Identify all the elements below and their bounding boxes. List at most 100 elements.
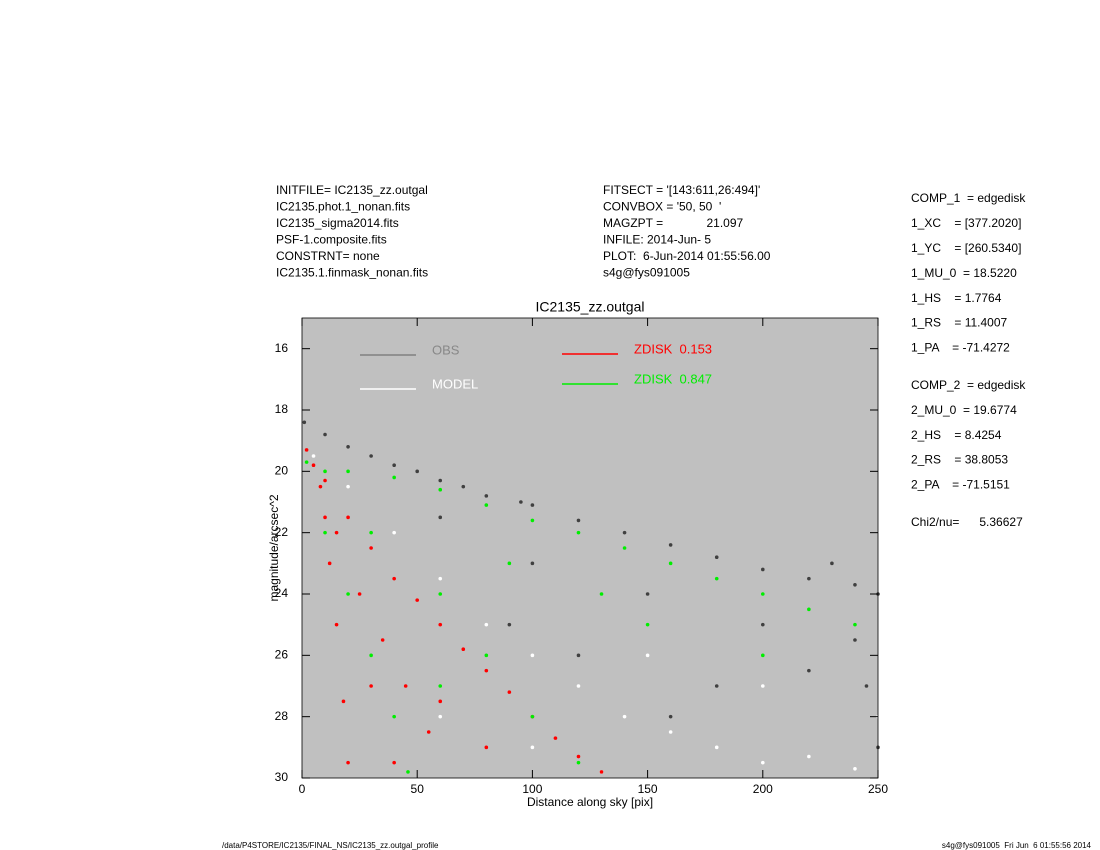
data-point [507,561,512,566]
data-point [714,684,719,688]
plot-frame [301,317,879,779]
y-axis-label: magnitude/arcsec^2 [267,494,281,601]
data-point [311,454,316,458]
fit-parameter: 2_HS = 8.4254 [911,428,1002,442]
data-point [622,714,627,719]
fit-parameter: 1_XC = [377.2020] [911,216,1021,230]
data-point [761,622,765,627]
data-point [392,714,396,719]
data-point [576,530,581,535]
data-point [392,760,396,765]
data-point [369,653,373,658]
data-point [530,714,535,719]
data-point [438,714,443,719]
data-point [761,760,765,765]
data-point [484,668,489,673]
header-left-line: IC2135.1.finmask_nonan.fits [276,266,428,280]
y-tick-label: 26 [275,648,289,662]
footer-stamp: s4g@fys091005 Fri Jun 6 01:55:56 2014 [942,841,1092,850]
data-point [334,530,339,535]
data-point [714,576,719,581]
data-point [438,478,443,483]
data-point [438,622,443,627]
data-point [327,561,332,566]
data-point [576,754,581,759]
data-point [438,487,443,492]
fit-parameter: 1_PA = -71.4272 [911,341,1010,355]
data-point [341,699,346,704]
y-tick-label: 16 [275,341,289,355]
data-point [576,760,581,765]
header-left-line: IC2135_sigma2014.fits [276,216,399,230]
data-point [576,653,581,658]
fit-parameter: 2_PA = -71.5151 [911,478,1010,492]
fit-parameter: Chi2/nu= 5.36627 [911,515,1023,529]
data-point [369,530,373,535]
legend-label: OBS [432,342,460,357]
data-point [668,561,673,566]
data-point [380,638,385,642]
data-point [484,653,489,658]
fit-parameter: 1_RS = 11.4007 [911,316,1008,330]
data-point [461,484,466,489]
data-point [761,653,765,658]
legend-label: ZDISK 0.847 [634,371,712,386]
data-point [304,460,309,464]
data-point [323,469,327,474]
data-point [807,668,811,673]
footer-path: /data/P4STORE/IC2135/FINAL_NS/IC2135_zz.… [222,841,439,850]
y-tick-label: 22 [275,525,289,539]
data-point [507,622,512,627]
data-point [323,530,327,535]
data-point [530,745,535,750]
data-point [346,484,350,489]
x-tick-label: 250 [868,782,888,796]
header-left-line: IC2135.phot.1_nonan.fits [276,200,410,214]
data-point [392,475,396,480]
y-tick-label: 28 [275,709,289,723]
data-point [519,500,523,504]
data-point [761,567,765,572]
data-point [438,684,443,688]
data-point [438,515,443,520]
y-tick-label: 18 [275,402,289,416]
data-point [484,745,489,750]
header-left-line: INITFILE= IC2135_zz.outgal [276,183,428,197]
data-point [323,432,327,437]
data-point [853,638,857,642]
data-point [392,576,396,581]
data-point [645,653,650,658]
legend-label: ZDISK 0.153 [634,341,712,356]
data-point [714,555,719,559]
data-point [346,445,350,449]
data-point [346,469,350,474]
data-point [406,770,410,774]
data-point [323,478,327,483]
data-point [507,690,512,694]
data-point [415,598,420,602]
header-left-line: PSF-1.composite.fits [276,233,387,247]
data-point [645,622,650,627]
fit-parameter: 2_MU_0 = 19.6774 [911,403,1017,417]
fit-parameter: 1_MU_0 = 18.5220 [911,266,1017,280]
data-point [714,745,719,750]
data-point [392,530,396,535]
data-point [668,714,673,719]
data-point [807,607,811,612]
data-point [346,515,350,520]
data-points [302,420,880,774]
chart-title: IC2135_zz.outgal [536,299,645,315]
fit-parameter: 2_RS = 38.8053 [911,453,1008,467]
data-point [392,463,396,468]
header-middle-line: MAGZPT = 21.097 [603,216,743,230]
data-point [622,530,627,535]
data-point [530,503,535,507]
data-point [369,454,373,458]
x-tick-label: 200 [753,782,773,796]
data-point [645,592,650,596]
y-tick-label: 30 [275,770,289,784]
x-tick-label: 50 [411,782,425,796]
data-point [807,576,811,581]
data-point [622,546,627,550]
data-point [415,469,420,474]
